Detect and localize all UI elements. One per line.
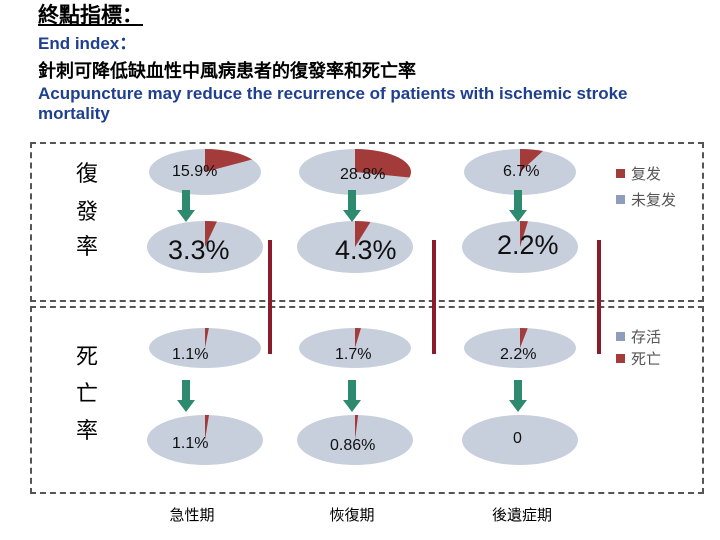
rec-arrow-recovery	[343, 190, 361, 222]
rec-after-label-acute: 3.3%	[168, 235, 230, 265]
mort-arrow-sequela	[509, 380, 527, 412]
mort-after-label-acute: 1.1%	[172, 435, 209, 452]
rec-arrow-sequela	[509, 190, 527, 222]
phase-label-sequela: 後遺症期	[491, 506, 552, 524]
legend-entry-not-recurred: 未复发	[616, 186, 676, 212]
phase-divider-1	[268, 240, 272, 354]
rec-after-label-recovery: 4.3%	[335, 235, 397, 265]
phase-label-acute: 急性期	[169, 506, 215, 524]
mort-before-pie-recovery-slice	[355, 328, 361, 348]
legend-swatch	[616, 353, 625, 363]
rec-before-pie-sequela-slice	[520, 149, 543, 172]
recurrence-label-char: 發	[75, 200, 98, 225]
mort-after-pie-acute-slice	[205, 415, 210, 440]
rec-before-label-acute: 15.9%	[172, 163, 218, 180]
phase-divider-2	[432, 240, 436, 354]
mort-before-label-sequela: 2.2%	[500, 346, 537, 363]
rec-after-label-sequela: 2.2%	[497, 230, 559, 260]
mortality-label-char: 死	[75, 345, 98, 370]
legend-swatch	[616, 194, 625, 204]
mortality-label-char: 率	[75, 419, 98, 444]
phase-divider-3	[597, 240, 601, 354]
legend-label: 未复发	[631, 190, 677, 209]
rec-before-label-sequela: 6.7%	[503, 163, 540, 180]
legend-entry-died: 死亡	[616, 347, 661, 369]
mort-before-label-acute: 1.1%	[172, 346, 209, 363]
rec-after-pie-acute-slice	[205, 221, 217, 247]
legend-entry-recurred: 复发	[616, 160, 676, 186]
rec-after-pie-sequela-slice	[520, 221, 528, 247]
mortality-label-char: 亡	[75, 382, 98, 407]
legend-swatch	[616, 331, 625, 341]
recurrence-section-box	[30, 142, 704, 302]
legend-swatch	[616, 168, 625, 178]
legend-label: 存活	[631, 327, 662, 346]
phase-label-recovery: 恢復期	[329, 506, 375, 524]
recurrence-legend: 复发 未复发	[616, 160, 676, 212]
mort-before-pie-acute-slice	[205, 328, 209, 348]
page-title: 終點指標：	[38, 4, 143, 27]
page-title-english: End index：	[38, 34, 137, 53]
mort-arrow-acute	[177, 380, 195, 412]
rec-before-label-recovery: 28.8%	[340, 166, 386, 183]
recurrence-label-char: 率	[75, 235, 98, 260]
mortality-legend: 存活 死亡	[616, 325, 661, 369]
legend-label: 死亡	[631, 349, 662, 368]
recurrence-label-char: 復	[75, 162, 98, 187]
rec-before-pie-recovery-slice	[355, 149, 412, 178]
mort-arrow-recovery	[343, 380, 361, 412]
mort-before-pie-sequela-slice	[520, 328, 528, 348]
mort-after-pie-recovery-slice	[355, 415, 359, 440]
rec-arrow-acute	[177, 190, 195, 222]
mortality-section-box	[30, 306, 704, 494]
legend-label: 复发	[631, 164, 662, 183]
rec-after-pie-recovery-slice	[355, 221, 371, 247]
mort-after-label-recovery: 0.86%	[330, 437, 376, 454]
subtitle-english: Acupuncture may reduce the recurrence of…	[38, 84, 628, 123]
mort-after-label-sequela: 0	[513, 430, 522, 447]
legend-entry-survived: 存活	[616, 325, 661, 347]
subtitle-chinese: 針刺可降低缺血性中風病患者的復發率和死亡率	[38, 61, 416, 81]
mort-before-label-recovery: 1.7%	[335, 346, 372, 363]
rec-before-pie-acute-slice	[205, 149, 253, 172]
mort-after-pie-sequela-base	[462, 415, 578, 465]
